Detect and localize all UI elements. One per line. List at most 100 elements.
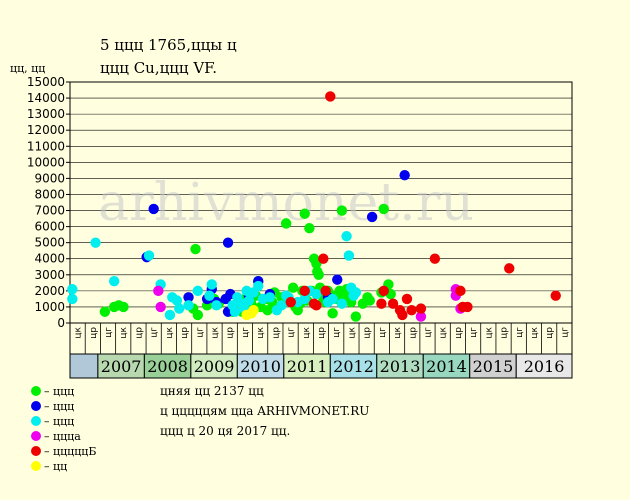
condition-label: цр: [363, 327, 373, 339]
condition-label: цг: [378, 327, 388, 338]
data-point: [204, 290, 215, 301]
data-point: [264, 292, 276, 303]
y-tick-label: 15000: [27, 75, 65, 89]
condition-label: цк: [484, 326, 494, 338]
y-tick-label: 10000: [27, 155, 65, 169]
data-point: [320, 285, 331, 297]
data-point: [153, 285, 164, 297]
data-point: [378, 203, 389, 215]
data-point: [429, 253, 441, 264]
y-tick-label: 5000: [34, 236, 65, 250]
data-point: [248, 304, 259, 316]
data-points-layer: [67, 91, 561, 322]
data-point: [253, 280, 264, 292]
y-tick-label: 9000: [34, 171, 65, 185]
data-point: [378, 285, 389, 297]
data-point: [299, 293, 310, 305]
condition-label: цг: [104, 327, 114, 338]
year-label: 2011: [287, 357, 328, 376]
condition-label: цр: [134, 327, 144, 339]
y-tick-label: 0: [57, 316, 65, 330]
data-point: [183, 292, 194, 303]
condition-label: цк: [256, 326, 266, 338]
data-point: [327, 308, 338, 319]
y-tick-label: 11000: [27, 139, 65, 153]
data-point: [171, 295, 183, 306]
y-tick-layer: 0 1000 2000 3000 4000 5000 6000 7000 8000 9000 100…: [27, 75, 70, 330]
data-point: [504, 263, 515, 274]
condition-label: цк: [347, 326, 357, 338]
data-point: [287, 282, 299, 293]
data-point: [99, 306, 111, 317]
info-line-2: ц цццццям цца ARHIVMONET.RU: [160, 404, 369, 418]
data-point: [304, 223, 315, 234]
data-point: [262, 304, 273, 316]
year-band: [422, 353, 471, 379]
condition-label: цр: [317, 327, 327, 339]
data-point: [343, 250, 355, 261]
year-label: 2013: [380, 357, 421, 376]
condition-label: цг: [469, 327, 479, 338]
condition-label: цр: [226, 327, 236, 339]
data-point: [462, 301, 473, 313]
data-point: [415, 311, 427, 322]
data-point: [364, 295, 376, 306]
data-point: [350, 287, 362, 298]
data-point: [406, 304, 417, 316]
condition-label: цг: [241, 327, 251, 338]
data-point: [220, 293, 231, 305]
y-tick-label: 7000: [34, 204, 65, 218]
condition-label: цк: [439, 326, 449, 338]
y-tick-label: 14000: [27, 91, 65, 105]
condition-label: цр: [454, 327, 464, 339]
year-band: [469, 353, 517, 379]
data-point: [192, 285, 204, 297]
year-label: 2007: [101, 357, 142, 376]
data-point: [183, 300, 194, 311]
legend-marker: [31, 431, 41, 441]
year-band: [329, 353, 378, 379]
y-tick-label: 4000: [34, 252, 65, 266]
data-point: [341, 231, 352, 242]
y-axis-unit: цц, цц: [10, 62, 45, 75]
data-point: [67, 293, 78, 305]
data-point: [350, 311, 362, 322]
legend-marker: [31, 401, 41, 411]
legend-label: – цццa: [44, 430, 81, 443]
legend-marker: [31, 446, 41, 456]
year-label: 2015: [473, 357, 514, 376]
condition-label: цр: [408, 327, 418, 339]
year-label: 2014: [426, 357, 467, 376]
condition-label: цг: [150, 327, 160, 338]
y-tick-label: 13000: [27, 107, 65, 121]
legend-marker: [31, 461, 41, 471]
data-point: [299, 208, 310, 219]
condition-label: цг: [195, 327, 205, 338]
condition-label: цк: [393, 326, 403, 338]
condition-label: цк: [530, 326, 540, 338]
legend-label: – цц: [44, 460, 67, 473]
data-point: [174, 303, 185, 314]
data-point: [143, 250, 155, 261]
year-band: [69, 353, 99, 379]
data-point: [455, 285, 466, 297]
chart-title-line2: ццц Cu,ццц VF.: [100, 59, 217, 77]
condition-label: цр: [89, 327, 99, 339]
legend-label: – ццц: [44, 400, 74, 413]
info-line-3: ццц ц 20 ця 2017 цц.: [160, 424, 290, 438]
year-band: [515, 353, 573, 379]
legend-label: – ццц: [44, 415, 74, 428]
legend: – ццц – ццц – ццц – цццa – цццццБ – цц: [31, 385, 96, 473]
data-point: [192, 309, 204, 321]
data-point: [211, 300, 222, 311]
year-band: [143, 353, 192, 379]
data-point: [229, 306, 241, 317]
condition-label: цк: [302, 326, 312, 338]
y-tick-label: 6000: [34, 220, 65, 234]
data-point: [336, 205, 348, 216]
data-point: [376, 298, 387, 309]
condition-label: цг: [423, 327, 433, 338]
data-point: [311, 300, 322, 311]
data-point: [222, 237, 234, 248]
x-condition-labels: цк цр цг цк цр цг цк цр цг цк цр цг цк цр цг цк цр цг цк цр…: [69, 322, 573, 355]
